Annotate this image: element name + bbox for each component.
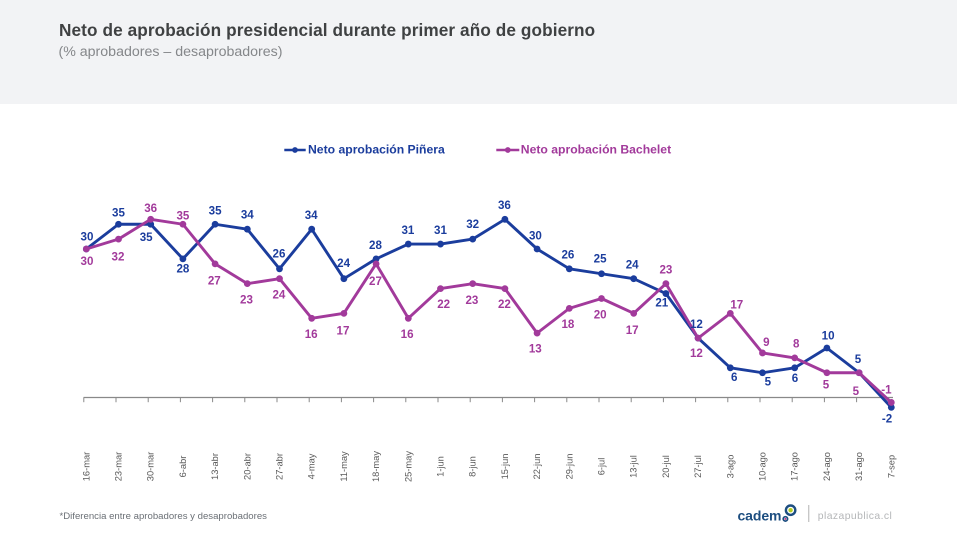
svg-text:plazapublica.cl: plazapublica.cl [818,511,892,522]
svg-text:17: 17 [337,325,350,338]
svg-text:8: 8 [793,338,800,351]
svg-text:27: 27 [208,274,221,287]
svg-text:15-jun: 15-jun [500,454,510,480]
svg-text:Neto aprobación Bachelet: Neto aprobación Bachelet [521,143,671,157]
svg-text:20: 20 [594,309,607,322]
svg-text:30: 30 [81,230,94,243]
svg-text:30: 30 [529,229,542,242]
svg-text:24: 24 [626,259,639,272]
svg-text:23-mar: 23-mar [114,452,124,481]
svg-text:26: 26 [561,248,574,261]
svg-text:35: 35 [112,207,125,220]
svg-text:-1: -1 [881,383,892,396]
svg-text:11-may: 11-may [339,451,349,482]
svg-text:6-abr: 6-abr [178,456,188,478]
svg-text:31: 31 [434,224,447,237]
svg-text:17-ago: 17-ago [790,452,800,481]
svg-text:26: 26 [273,247,286,260]
svg-text:16-mar: 16-mar [81,452,91,481]
svg-text:30: 30 [81,255,94,268]
svg-text:1-jun: 1-jun [436,456,446,477]
svg-text:12: 12 [690,318,703,331]
svg-text:36: 36 [144,202,157,215]
svg-text:22: 22 [498,298,511,311]
svg-text:10-ago: 10-ago [758,452,768,481]
svg-text:7-sep: 7-sep [886,455,896,478]
svg-text:cadem: cadem [738,508,782,524]
svg-text:24: 24 [337,257,350,270]
svg-text:32: 32 [112,251,125,264]
svg-text:32: 32 [466,218,479,231]
svg-text:5: 5 [855,353,862,366]
svg-text:27-abr: 27-abr [275,453,285,480]
svg-text:18: 18 [561,318,574,331]
svg-text:17: 17 [626,324,639,337]
svg-text:-2: -2 [882,413,892,426]
svg-text:3-ago: 3-ago [725,455,735,479]
svg-text:28: 28 [369,239,382,252]
svg-text:20-jul: 20-jul [661,455,671,478]
svg-text:Neto aprobación Piñera: Neto aprobación Piñera [308,143,445,157]
svg-text:24: 24 [272,289,285,302]
svg-text:20-abr: 20-abr [242,453,252,480]
svg-text:5: 5 [823,379,830,392]
svg-text:5: 5 [853,385,860,398]
svg-text:34: 34 [241,209,254,222]
svg-text:16: 16 [305,328,318,341]
svg-text:34: 34 [305,209,318,222]
svg-text:21: 21 [655,296,668,309]
svg-text:17: 17 [730,299,743,312]
svg-text:13-abr: 13-abr [210,453,220,480]
svg-text:25-may: 25-may [403,451,413,482]
svg-text:23: 23 [659,264,672,277]
svg-text:27: 27 [369,275,382,288]
svg-text:22-jun: 22-jun [532,454,542,480]
svg-text:36: 36 [498,199,511,212]
svg-text:6-jul: 6-jul [597,458,607,476]
svg-text:13-jul: 13-jul [629,455,639,478]
svg-text:13: 13 [529,343,542,356]
svg-text:18-may: 18-may [371,451,381,482]
svg-text:25: 25 [594,253,607,266]
svg-text:31: 31 [401,224,414,237]
svg-text:12: 12 [690,347,703,360]
svg-text:35: 35 [176,209,189,222]
svg-text:22: 22 [437,298,450,311]
svg-text:10: 10 [822,329,835,342]
svg-text:35: 35 [140,231,153,244]
svg-text:9: 9 [763,336,770,349]
svg-text:4-may: 4-may [307,453,317,479]
svg-text:28: 28 [176,263,189,276]
svg-text:23: 23 [240,293,253,306]
svg-text:27-jul: 27-jul [693,455,703,478]
svg-text:29-jun: 29-jun [564,454,574,480]
svg-text:6: 6 [792,372,799,385]
svg-text:31-ago: 31-ago [854,452,864,481]
svg-text:5: 5 [765,376,772,389]
svg-text:8-jun: 8-jun [468,456,478,477]
svg-text:16: 16 [401,328,414,341]
svg-text:6: 6 [731,371,738,384]
svg-text:35: 35 [209,205,222,218]
svg-text:30-mar: 30-mar [146,452,156,481]
svg-text:23: 23 [465,294,478,307]
svg-text:24-ago: 24-ago [822,452,832,481]
